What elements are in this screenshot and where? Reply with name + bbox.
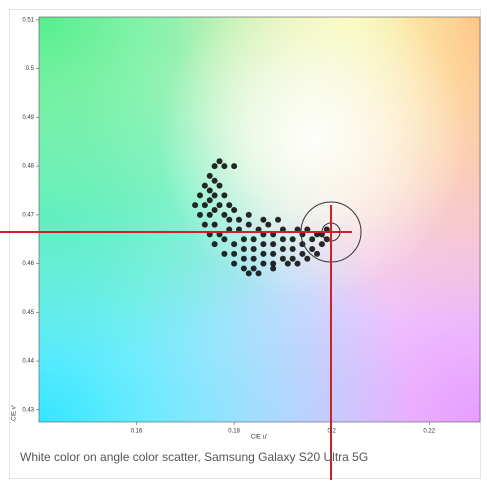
point xyxy=(289,255,296,262)
point xyxy=(270,250,277,257)
point xyxy=(294,260,301,267)
x-tick-label: 0.16 xyxy=(131,429,143,435)
y-axis-label: CIE v' xyxy=(12,405,18,421)
point xyxy=(279,245,286,252)
x-axis-label: CIE u' xyxy=(251,435,267,441)
point xyxy=(231,250,238,257)
point xyxy=(309,236,316,243)
point xyxy=(231,163,238,170)
point xyxy=(255,270,262,277)
point xyxy=(211,221,218,228)
point xyxy=(255,226,262,233)
point xyxy=(201,221,208,228)
point xyxy=(270,241,277,248)
plot-frame xyxy=(38,16,481,423)
point xyxy=(221,192,228,199)
point xyxy=(240,265,247,272)
point xyxy=(245,270,252,277)
point xyxy=(240,255,247,262)
point xyxy=(260,250,267,257)
x-tick-label: 0.22 xyxy=(423,429,435,435)
scatter-points xyxy=(192,158,330,277)
point xyxy=(289,245,296,252)
point xyxy=(240,245,247,252)
point xyxy=(206,172,213,179)
point xyxy=(245,211,252,218)
point xyxy=(231,206,238,213)
point xyxy=(279,226,286,233)
point xyxy=(250,245,257,252)
point xyxy=(270,265,277,272)
point xyxy=(284,260,291,267)
point xyxy=(206,197,213,204)
point xyxy=(236,216,243,223)
point xyxy=(245,221,252,228)
point xyxy=(250,265,257,272)
point xyxy=(192,202,199,209)
point xyxy=(304,255,311,262)
point xyxy=(211,241,218,248)
point xyxy=(211,192,218,199)
point xyxy=(250,255,257,262)
x-tick-label: 0.2 xyxy=(328,429,337,435)
point xyxy=(216,158,223,165)
point xyxy=(196,192,203,199)
point xyxy=(211,177,218,184)
point xyxy=(231,260,238,267)
point xyxy=(206,211,213,218)
y-tick-label: 0.43 xyxy=(22,407,34,413)
point xyxy=(201,202,208,209)
point xyxy=(211,163,218,170)
caption: White color on angle color scatter, Sams… xyxy=(20,450,369,464)
point xyxy=(289,236,296,243)
point xyxy=(279,255,286,262)
y-tick-label: 0.51 xyxy=(22,18,34,24)
y-tick-label: 0.49 xyxy=(22,115,34,121)
point xyxy=(201,182,208,189)
point xyxy=(221,250,228,257)
point xyxy=(250,236,257,243)
point xyxy=(314,250,321,257)
point xyxy=(265,221,272,228)
point xyxy=(309,245,316,252)
point xyxy=(236,226,243,233)
point xyxy=(216,202,223,209)
point xyxy=(275,216,282,223)
point xyxy=(240,236,247,243)
y-tick-label: 0.48 xyxy=(22,164,34,170)
point xyxy=(226,202,233,209)
y-tick-label: 0.44 xyxy=(22,359,34,365)
point xyxy=(221,236,228,243)
point xyxy=(221,163,228,170)
y-tick-label: 0.47 xyxy=(22,212,34,218)
point xyxy=(260,260,267,267)
point xyxy=(231,241,238,248)
point xyxy=(318,241,325,248)
point xyxy=(304,226,311,233)
point xyxy=(196,211,203,218)
point xyxy=(260,241,267,248)
point xyxy=(216,182,223,189)
point xyxy=(323,226,330,233)
point xyxy=(260,216,267,223)
y-tick-label: 0.5 xyxy=(26,66,35,72)
y-tick-label: 0.46 xyxy=(22,261,34,267)
point xyxy=(270,260,277,267)
plot-background xyxy=(39,17,480,422)
point xyxy=(323,236,330,243)
point xyxy=(279,236,286,243)
point xyxy=(226,216,233,223)
point xyxy=(221,211,228,218)
point xyxy=(294,226,301,233)
point xyxy=(299,250,306,257)
y-tick-label: 0.45 xyxy=(22,310,34,316)
x-tick-label: 0.18 xyxy=(228,429,240,435)
point xyxy=(206,187,213,194)
point xyxy=(226,226,233,233)
point xyxy=(211,206,218,213)
